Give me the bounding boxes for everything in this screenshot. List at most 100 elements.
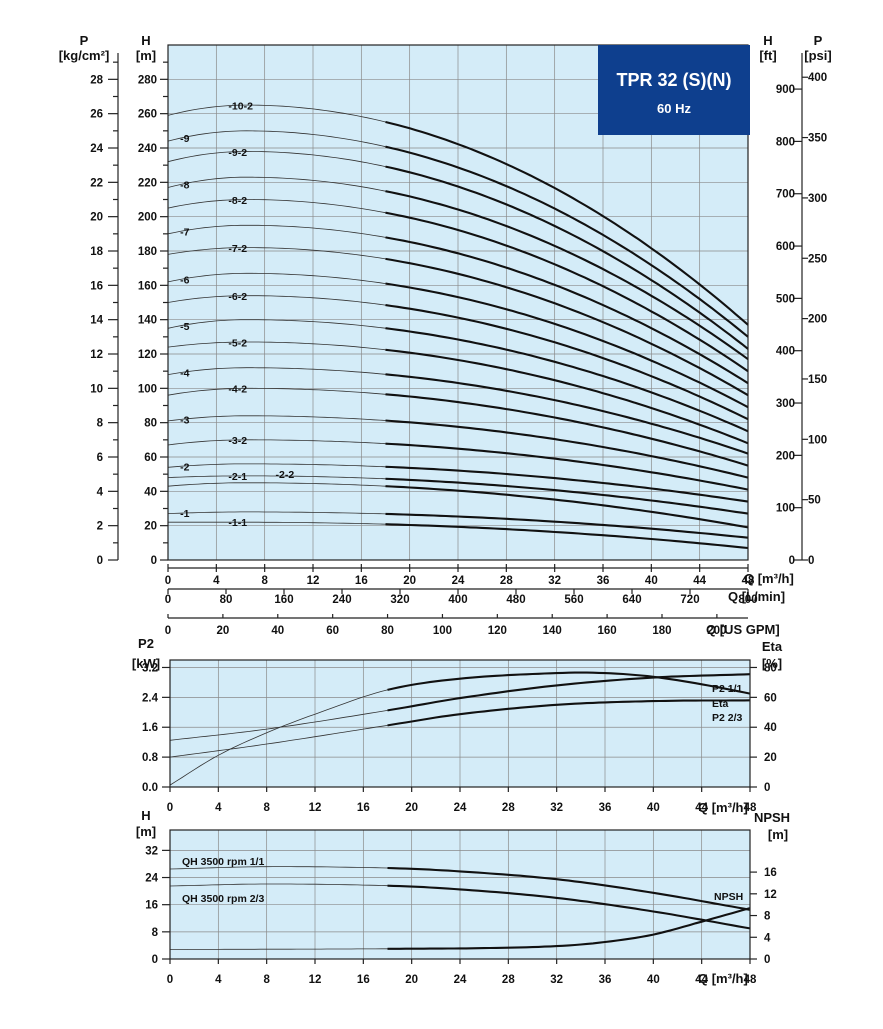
eta-series-label: Eta [712,698,729,710]
head-curve-thin-9-2 [167,150,386,167]
h-tick-2: 40 [144,486,157,498]
p-tick-12: 24 [90,143,103,155]
head-curve-label-6: -6 [180,274,189,286]
head-curve-label-4-2: -4-2 [228,384,247,396]
psi-tick-2: 100 [808,434,827,446]
p-tick-4: 8 [97,418,104,430]
h-tick-10: 200 [138,212,157,224]
q-gpm-tick-4: 80 [381,625,394,637]
hft-tick-2: 200 [776,450,795,462]
p-tick-1: 2 [97,521,103,533]
p-tick-13: 26 [90,109,103,121]
hft-tick-8: 800 [776,136,795,148]
qh-23-series-label: QH 3500 rpm 2/3 [182,893,264,905]
power-q-tick-4: 16 [357,802,370,814]
q-lmin-axis-label: Q [L/min] [728,589,785,604]
head-curve-5-2 [385,348,749,445]
p-tick-5: 10 [90,383,103,395]
qh-h-tick-2: 16 [145,900,158,912]
q-lmin-tick-4: 320 [390,594,409,606]
head-curve-2 [385,465,749,503]
qh-q-tick-8: 32 [550,974,563,986]
eta-axis-label: Eta [762,639,783,654]
head-curve-8-2 [385,211,749,373]
q-m3h-tick-12: 48 [742,575,755,587]
q-gpm-tick-8: 160 [598,625,617,637]
head-curve-3 [385,419,749,479]
p2-tick-0: 0.0 [142,782,158,794]
p-tick-3: 6 [97,452,103,464]
qh-q-tick-2: 8 [263,974,270,986]
psi-tick-1: 50 [808,495,821,507]
head-curve-label-1: -1 [180,508,189,520]
head-curve-thin-5 [167,319,386,329]
npsh-curve [387,907,751,950]
hft-tick-1: 100 [776,503,795,515]
head-curve-label-7-2: -7-2 [228,243,247,255]
p2-11-curve [387,673,751,712]
head-curve-6-2 [385,304,749,421]
qh-panel-frame [169,829,751,960]
p2-tick-4: 3.2 [142,662,158,674]
head-curve-label-9: -9 [180,133,189,145]
qh-h-tick-0: 0 [152,954,158,966]
p2-23-curve-thin [169,725,388,758]
head-curve-label-5: -5 [180,321,189,333]
eta-tick-3: 60 [764,692,777,704]
head-curve-4-2 [385,393,749,467]
npsh-tick-2: 8 [764,911,771,923]
head-curve-3-2 [385,442,749,491]
h-tick-7: 140 [138,315,157,327]
q-gpm-tick-2: 40 [271,625,284,637]
q-m3h-tick-5: 20 [403,575,416,587]
head-curve-9 [385,145,749,338]
q-lmin-tick-5: 400 [448,594,467,606]
q-m3h-tick-4: 16 [355,575,368,587]
npsh-tick-1: 4 [764,932,771,944]
hft-tick-0: 0 [789,555,795,567]
power-panel-frame [169,659,751,788]
qh-q-tick-7: 28 [502,974,515,986]
head-curve-thin-3 [167,415,386,422]
title-model: TPR 32 (S)(N) [616,70,731,90]
p2-23-curve [387,699,751,727]
q-m3h-tick-0: 0 [165,575,171,587]
psi-tick-4: 200 [808,314,827,326]
p-tick-2: 4 [97,486,104,498]
p-axis-label: P [80,33,89,48]
head-curve-thin-5-2 [167,341,386,351]
npsh-axis-label: NPSH [754,810,790,825]
q-gpm-tick-1: 20 [216,625,229,637]
q-m3h-tick-7: 28 [500,575,513,587]
q-lmin-tick-1: 80 [220,594,233,606]
eta-tick-1: 20 [764,752,777,764]
q-m3h-tick-2: 8 [261,575,268,587]
qh-11-curve-thin [169,866,388,870]
head-curve-thin-9 [167,130,386,148]
p-tick-6: 12 [90,349,103,361]
qh-q-tick-6: 24 [454,974,467,986]
p-tick-14: 28 [90,74,103,86]
q-gpm-tick-5: 100 [433,625,452,637]
head-curve-4 [385,373,749,455]
p2-axis-unit: [kW] [132,656,160,671]
qh-q-tick-12: 48 [744,974,757,986]
q-m3h-tick-8: 32 [548,575,561,587]
q-m3h-axis-label: Q [m³/h] [744,571,794,586]
head-curve-thin-7-2 [167,247,386,260]
q-gpm-tick-3: 60 [326,625,339,637]
head-curve-7 [385,236,749,385]
head-curve-6 [385,282,749,409]
qh-q-tick-5: 20 [405,974,418,986]
p-tick-7: 14 [90,315,103,327]
head-curve-label-2-2: -2-2 [276,469,295,481]
h-tick-9: 180 [138,246,157,258]
head-curve-2-2 [385,485,749,529]
head-curve-thin-1-1 [168,521,386,525]
power-q-axis-label: Q [m³/h] [698,800,748,815]
p-tick-0: 0 [97,555,103,567]
head-curve-thin-4-2 [167,387,386,396]
hft-tick-5: 500 [776,293,795,305]
head-curve-label-10-2: -10-2 [228,101,253,113]
